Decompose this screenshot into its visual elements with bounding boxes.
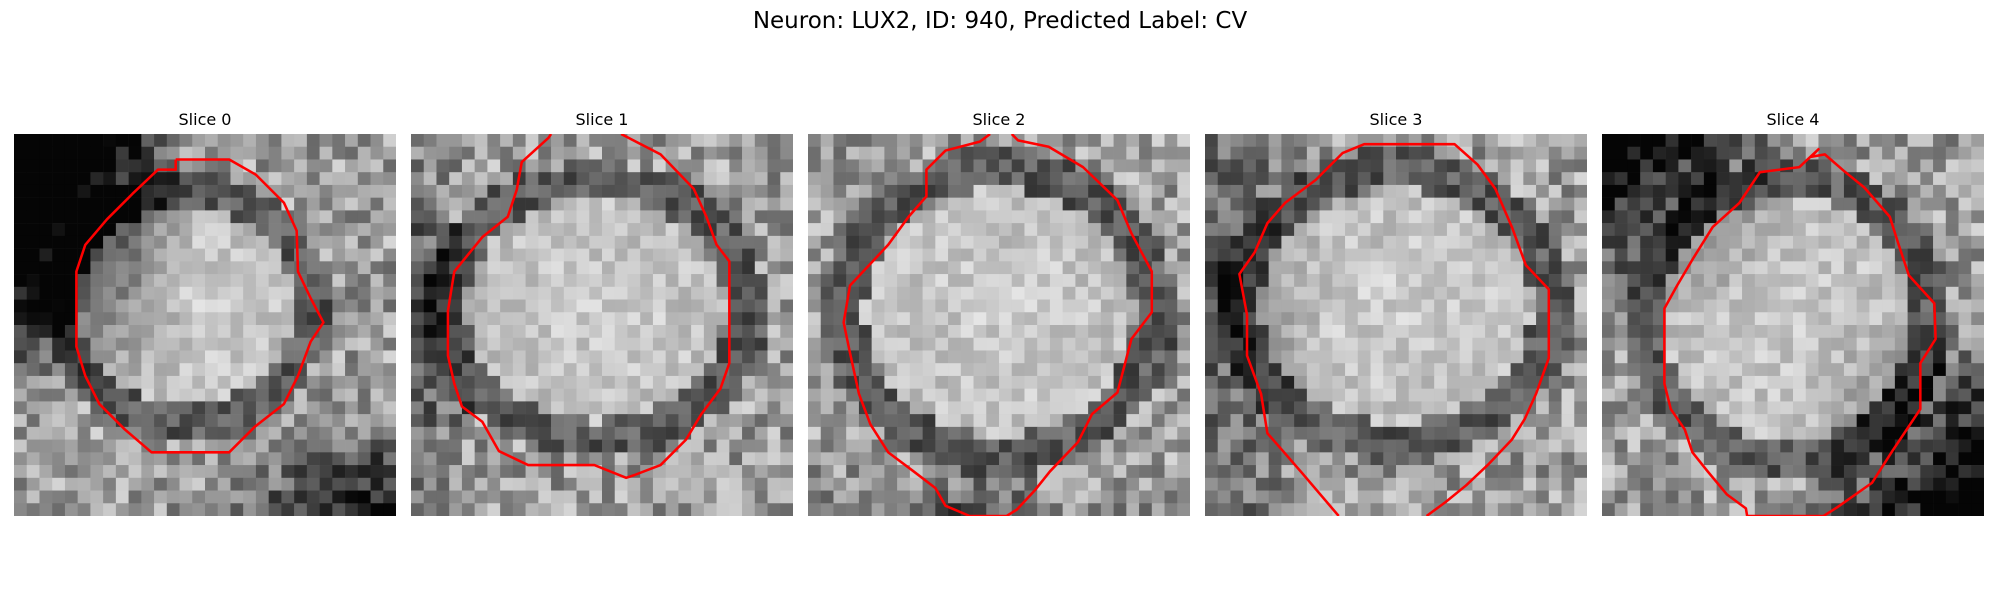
figure-title: Neuron: LUX2, ID: 940, Predicted Label: … (752, 8, 1248, 34)
slice-title-2: Slice 2 (972, 110, 1026, 129)
segmentation-contour-3 (1238, 142, 1551, 516)
slice-title-1: Slice 1 (575, 110, 629, 129)
slice-image-4 (1602, 134, 1984, 516)
segmentation-contour-1 (446, 134, 731, 480)
slice-title-0: Slice 0 (178, 110, 232, 129)
slice-title-3: Slice 3 (1369, 110, 1423, 129)
segmentation-contour-4 (1663, 148, 1937, 516)
slice-image-2 (808, 134, 1190, 516)
slice-image-1 (411, 134, 793, 516)
segmentation-contour-0 (75, 158, 325, 454)
segmentation-contour-2 (842, 134, 1154, 516)
slice-image-0 (14, 134, 396, 516)
slice-title-4: Slice 4 (1766, 110, 1820, 129)
slice-image-3 (1205, 134, 1587, 516)
